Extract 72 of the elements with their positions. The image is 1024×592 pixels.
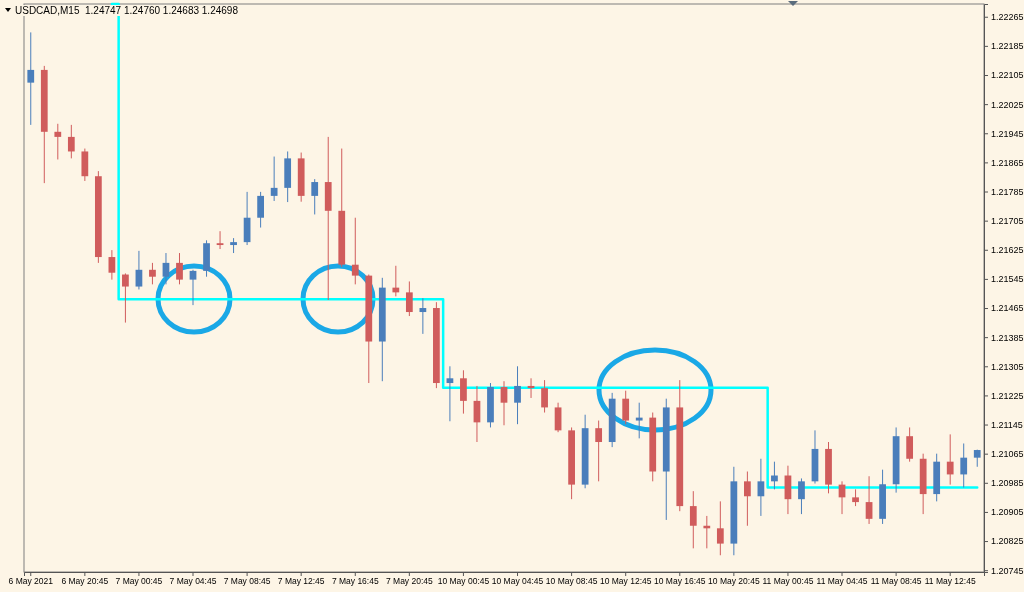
x-tick-label: 6 May 2021 [8,576,54,587]
candlestick [716,500,724,556]
candlestick [906,426,914,463]
candlestick [865,475,873,525]
candlestick [67,124,75,159]
y-tick-label: 1.20985 [991,478,1024,489]
y-tick-label: 1.21865 [991,157,1024,168]
x-tick-label: 7 May 16:45 [331,576,379,587]
x-tick-label: 10 May 04:45 [491,576,544,587]
y-tick-label: 1.21465 [991,303,1024,314]
candlestick [405,280,413,317]
x-tick-label: 7 May 08:45 [223,576,271,587]
candlestick [189,269,197,306]
chart-title: USDCAD,M15 1.24747 1.24760 1.24683 1.24698 [15,5,239,16]
candlestick [351,217,359,285]
y-tick-label: 1.22265 [991,12,1024,23]
candlestick [460,369,467,415]
x-tick-label: 11 May 12:45 [924,576,976,587]
y-tick-label: 1.21065 [991,449,1024,460]
y-tick-label: 1.21945 [991,128,1024,139]
y-tick-label: 1.22025 [991,99,1024,110]
candlestick [446,365,454,422]
candlestick [960,442,968,489]
candlestick [635,402,643,439]
x-tick-label: 11 May 04:45 [816,576,868,587]
y-tick-label: 1.22105 [991,70,1024,81]
candlestick [419,297,427,335]
candlestick [514,365,521,425]
x-tick-label: 7 May 04:45 [169,576,217,587]
candlestick [149,262,156,285]
y-tick-label: 1.22185 [991,41,1024,52]
candlestick [622,390,630,425]
candlestick [176,252,183,285]
x-tick-label: 7 May 00:45 [115,576,163,587]
candlestick [798,477,805,515]
x-tick-label: 6 May 20:45 [61,576,109,587]
candlestick [311,178,319,215]
candlestick [108,249,116,281]
candlestick [744,471,751,527]
candlestick [500,380,508,426]
candlestick [54,123,62,160]
candlestick [595,420,603,482]
x-tick-label: 7 May 12:45 [277,576,325,587]
y-tick-label: 1.21225 [991,390,1024,401]
candlestick [27,31,35,126]
y-tick-label: 1.21545 [991,274,1024,285]
candlestick [257,191,264,229]
candlestick [541,379,548,414]
x-tick-label: 11 May 08:45 [870,576,922,587]
x-tick-label: 10 May 08:45 [545,576,598,587]
x-tick-label: 10 May 00:45 [437,576,490,587]
y-tick-label: 1.20905 [991,507,1024,518]
candlestick [122,272,129,324]
y-tick-label: 1.20745 [991,565,1024,576]
x-tick-label: 10 May 12:45 [599,576,652,587]
x-tick-label: 11 May 00:45 [762,576,814,587]
x-tick-label: 10 May 16:45 [654,576,706,587]
y-tick-label: 1.21305 [991,361,1024,372]
candlestick [946,433,954,486]
x-tick-label: 7 May 20:45 [385,576,434,587]
candlestick [216,230,224,250]
y-tick-label: 1.21785 [991,186,1024,197]
y-tick-label: 1.21145 [991,419,1023,430]
y-tick-label: 1.20825 [991,536,1024,547]
y-tick-label: 1.21705 [991,216,1024,227]
candlestick [135,250,143,290]
candlestick [270,156,278,202]
candlestick [689,490,697,549]
candlestick [771,461,778,490]
x-tick-label: 10 May 20:45 [708,576,760,587]
y-tick-label: 1.21385 [991,332,1024,343]
y-tick-label: 1.21625 [991,245,1024,256]
